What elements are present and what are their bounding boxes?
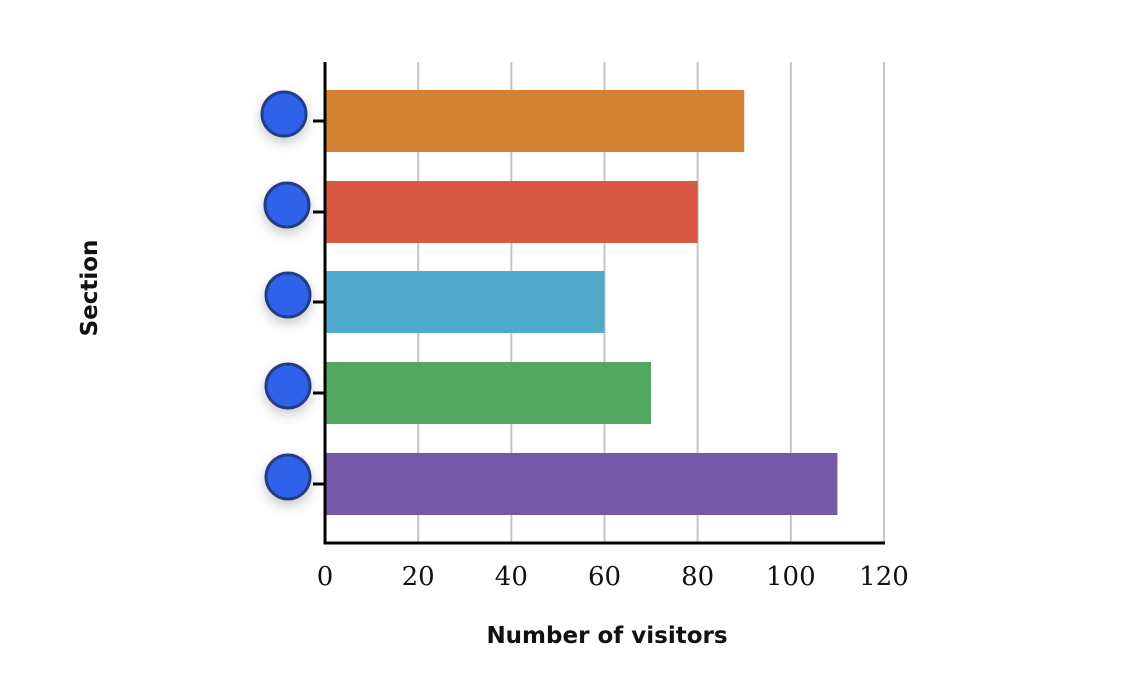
category-handle-3[interactable]: [264, 271, 312, 319]
x-tick-label-100: 100: [766, 562, 816, 592]
category-handle-4[interactable]: [264, 362, 312, 410]
x-axis-title: Number of visitors: [486, 623, 727, 649]
x-tick-label-20: 20: [402, 562, 435, 592]
bars: [326, 90, 838, 515]
bar-4: [326, 362, 652, 424]
x-tick-label-40: 40: [495, 562, 528, 592]
x-tick-label-60: 60: [588, 562, 621, 592]
y-axis-title: Section: [77, 240, 103, 337]
bar-1: [326, 90, 745, 152]
category-handle-2[interactable]: [263, 181, 311, 229]
bar-5: [326, 453, 838, 515]
x-tick-label-0: 0: [317, 562, 334, 592]
x-tick-label-120: 120: [859, 562, 909, 592]
x-tick-labels: 0 20 40 60 80 100 120: [317, 562, 909, 592]
category-drop-handles: [260, 90, 312, 501]
y-axis-ticks: [313, 119, 325, 486]
category-handle-5[interactable]: [264, 453, 312, 501]
bar-3: [326, 271, 605, 333]
category-handle-1[interactable]: [260, 90, 308, 138]
bar-2: [326, 181, 698, 243]
x-tick-label-80: 80: [681, 562, 714, 592]
